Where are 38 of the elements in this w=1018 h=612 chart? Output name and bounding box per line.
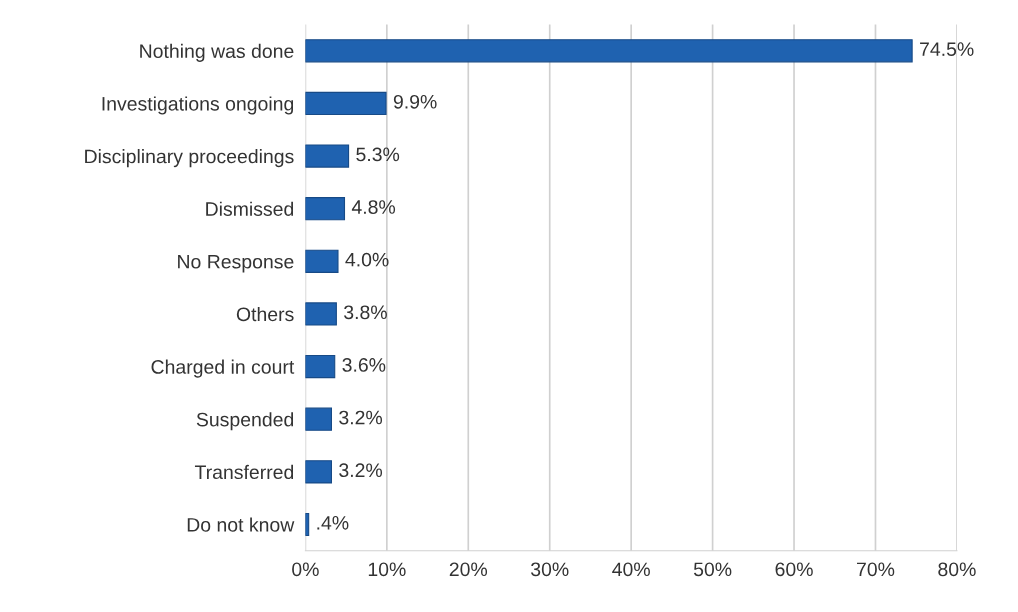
data-label: .4% xyxy=(317,516,349,530)
bar xyxy=(305,407,333,431)
bar xyxy=(305,144,350,168)
data-label: 3.2% xyxy=(339,410,383,425)
y-tick-label: Do not know xyxy=(187,517,295,532)
bar xyxy=(305,197,346,221)
data-label: 5.3% xyxy=(356,147,400,162)
data-label: 4.0% xyxy=(345,252,389,267)
x-tick-label: 40% xyxy=(612,562,650,577)
bar xyxy=(305,460,333,484)
y-tick-label: No Response xyxy=(178,254,294,273)
data-label: 4.8% xyxy=(351,200,396,214)
x-tick-label: 10% xyxy=(368,562,406,577)
x-tick-label: 20% xyxy=(449,562,488,577)
y-tick-label: Others xyxy=(236,306,294,322)
bar xyxy=(305,302,337,326)
x-tick-label: 80% xyxy=(938,562,976,577)
bar xyxy=(305,91,387,116)
data-label: 9.9% xyxy=(393,94,437,109)
y-tick-label: Charged in court xyxy=(151,359,295,378)
y-tick-label: Investigations ongoing xyxy=(102,96,294,115)
y-tick-label: Suspended xyxy=(196,412,294,431)
x-tick-label: 60% xyxy=(775,562,813,577)
x-tick-label: 0% xyxy=(292,562,319,577)
y-tick-label: Nothing was done xyxy=(140,43,294,62)
y-tick-label: Disciplinary proceedings xyxy=(85,149,294,168)
bar xyxy=(305,354,336,379)
data-label: 3.2% xyxy=(339,463,383,478)
y-tick-label: Dismissed xyxy=(206,201,294,216)
data-label: 3.6% xyxy=(342,358,386,372)
x-tick-label: 50% xyxy=(693,562,732,577)
y-tick-label: Transferred xyxy=(194,464,294,480)
data-label: 74.5% xyxy=(920,42,974,57)
data-label: 3.8% xyxy=(344,305,387,320)
bar xyxy=(305,249,339,273)
bar xyxy=(305,39,913,63)
x-tick-label: 70% xyxy=(857,562,895,577)
x-tick-label: 30% xyxy=(531,562,569,577)
